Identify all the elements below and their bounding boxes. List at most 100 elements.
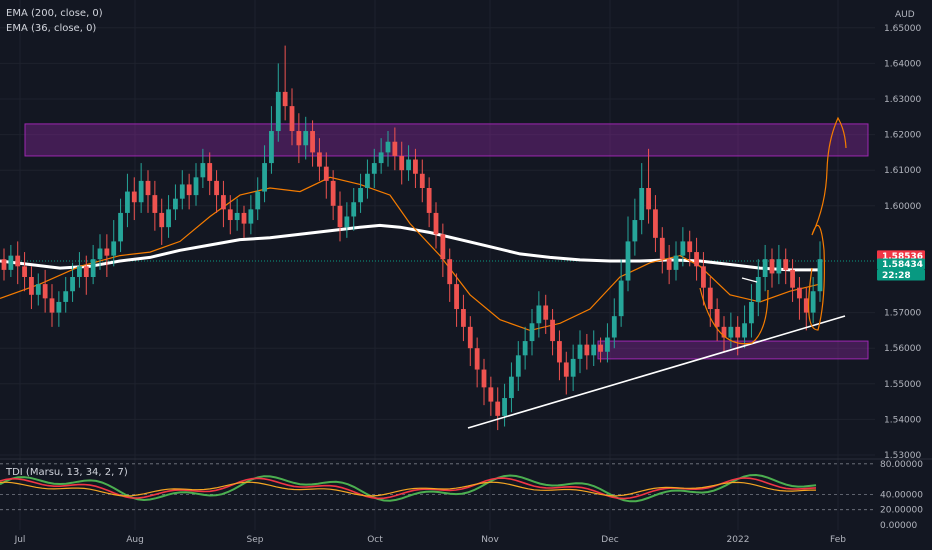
candle-up (611, 316, 617, 338)
candle-down (399, 155, 405, 171)
ema-200-path (0, 223, 820, 272)
candles (1, 45, 823, 431)
candle-up (90, 259, 96, 277)
price-tick-label: 1.64000 (884, 59, 921, 69)
candle-down (413, 159, 418, 174)
candle-down (104, 248, 110, 256)
candle-up (776, 259, 782, 274)
candle-down (735, 326, 741, 338)
candle-down (454, 284, 459, 310)
candle-down (653, 209, 658, 238)
candle-down (42, 284, 48, 299)
candle-up (591, 344, 597, 356)
candle-down (714, 309, 720, 327)
candle-up (605, 337, 610, 352)
candle-down (152, 195, 158, 213)
time-tick-label: Jul (14, 535, 26, 545)
indicator-tick-label: 0.00000 (880, 521, 917, 531)
candle-up (680, 241, 686, 256)
ascending-trendline (467, 315, 846, 429)
candle-up (522, 341, 528, 356)
candle-up (618, 280, 624, 317)
candle-down (310, 131, 315, 153)
candle-up (536, 305, 542, 324)
candle-down (447, 259, 453, 285)
candle-down (440, 234, 446, 260)
time-tick-label: Dec (601, 535, 618, 545)
candle-up (378, 152, 384, 164)
candle-down (83, 266, 89, 277)
candle-down (207, 163, 213, 181)
candle-up (8, 255, 14, 270)
grid (0, 0, 932, 530)
candle-down (783, 259, 789, 270)
legend-ema200[interactable]: EMA (200, close, 0) (6, 8, 103, 19)
price-tick-label: 1.61000 (884, 166, 921, 176)
candle-up (515, 355, 521, 377)
candle-up (275, 91, 281, 132)
price-tick-label: 1.53000 (884, 451, 921, 461)
candle-down (467, 326, 473, 349)
candle-up (529, 323, 535, 342)
tdi-base-line (0, 481, 816, 497)
candle-down (488, 387, 494, 402)
candle-down (221, 195, 226, 210)
candle-up (639, 188, 645, 221)
legend-tdi[interactable]: TDI (Marsu, 13, 34, 2, 7) (6, 467, 128, 478)
candle-down (214, 180, 219, 196)
candle-down (797, 287, 802, 299)
candle-down (145, 180, 151, 196)
candle-up (138, 180, 144, 203)
candle-down (557, 341, 562, 363)
candle-up (509, 376, 514, 399)
candle-down (701, 266, 706, 288)
candle-up (502, 398, 507, 416)
orange-projection-arrow (808, 116, 847, 331)
candle-down (433, 212, 439, 235)
candle-down (289, 106, 295, 132)
ema-200-line (0, 223, 820, 272)
candle-down (461, 309, 466, 327)
candle-down (241, 212, 247, 224)
time-tick-label: Oct (367, 535, 383, 545)
price-tag-box (877, 258, 925, 270)
short-trendline (741, 277, 758, 283)
price-tick-label: 1.65000 (884, 24, 921, 34)
candle-up (179, 184, 185, 199)
candle-up (173, 198, 178, 210)
resistance-zone (24, 123, 869, 157)
candle-down (584, 344, 590, 356)
candle-up (749, 301, 754, 324)
candle-down (495, 401, 501, 416)
candle-down (481, 369, 487, 388)
candle-down (721, 326, 727, 338)
candle-down (1, 259, 7, 270)
candle-down (687, 241, 693, 253)
candle-down (419, 173, 425, 188)
candle-down (426, 188, 432, 213)
price-tick-label: 1.60000 (884, 202, 921, 212)
candle-up (56, 301, 62, 313)
candle-down (707, 287, 713, 310)
candle-down (317, 152, 322, 167)
candle-down (282, 91, 288, 107)
candle-up (742, 323, 747, 338)
price-tag-box (877, 269, 925, 281)
candle-down (323, 166, 329, 181)
legend-ema36[interactable]: EMA (36, close, 0) (6, 23, 97, 34)
candle-down (22, 266, 27, 277)
candle-up (817, 259, 823, 292)
candle-down (330, 180, 336, 206)
tdi-indicator (0, 463, 875, 511)
candle-up (269, 131, 274, 164)
candle-down (769, 259, 775, 274)
candle-down (694, 252, 699, 267)
candle-up (625, 241, 631, 281)
currency-label: AUD (895, 10, 915, 20)
candle-down (29, 277, 34, 295)
price-tag-label: 1.58434 (882, 260, 923, 270)
candle-down (337, 205, 343, 228)
candle-down (659, 237, 665, 260)
